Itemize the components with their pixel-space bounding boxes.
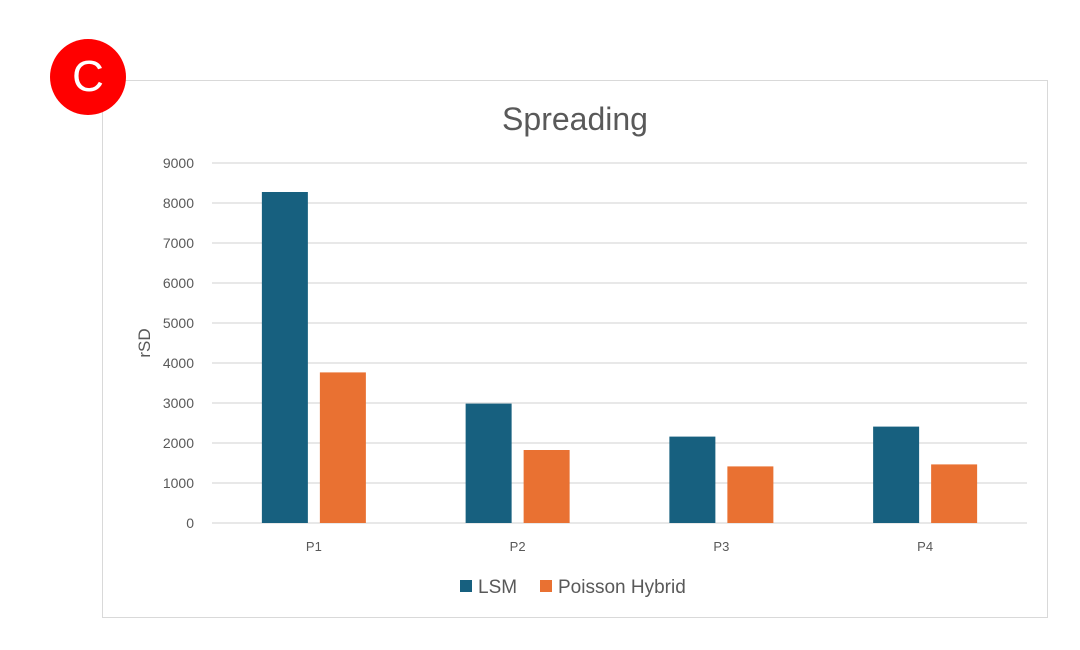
y-tick-label: 2000: [163, 435, 194, 451]
y-tick-label: 3000: [163, 395, 194, 411]
x-tick-label: P1: [306, 539, 322, 554]
x-tick-label: P4: [917, 539, 933, 554]
y-tick-label: 9000: [163, 155, 194, 171]
y-tick-label: 7000: [163, 235, 194, 251]
chart-area: [102, 80, 1048, 618]
y-tick-label: 6000: [163, 275, 194, 291]
y-tick-label: 5000: [163, 315, 194, 331]
bar-lsm-p3: [669, 436, 716, 523]
legend-item: Poisson Hybrid: [540, 577, 686, 598]
legend-label: LSM: [478, 577, 517, 598]
legend-item: LSM: [460, 577, 517, 598]
y-tick-label: 4000: [163, 355, 194, 371]
bar-poisson-hybrid-p3: [727, 466, 774, 523]
legend-swatch: [540, 580, 552, 592]
legend-label: Poisson Hybrid: [558, 577, 686, 598]
y-axis-label: rSD: [135, 328, 154, 357]
y-tick-label: 1000: [163, 475, 194, 491]
y-tick-label: 8000: [163, 195, 194, 211]
bar-lsm-p1: [261, 192, 308, 523]
bar-poisson-hybrid-p1: [319, 372, 366, 523]
bar-poisson-hybrid-p2: [523, 450, 570, 523]
y-tick-label: 0: [186, 515, 194, 531]
panel-label-badge: C: [50, 39, 126, 115]
x-tick-label: P3: [713, 539, 729, 554]
legend-swatch: [460, 580, 472, 592]
bar-poisson-hybrid-p4: [931, 464, 978, 523]
bar-lsm-p2: [465, 403, 512, 523]
bar-lsm-p4: [873, 426, 920, 523]
chart-title: Spreading: [502, 101, 648, 137]
x-tick-label: P2: [510, 539, 526, 554]
